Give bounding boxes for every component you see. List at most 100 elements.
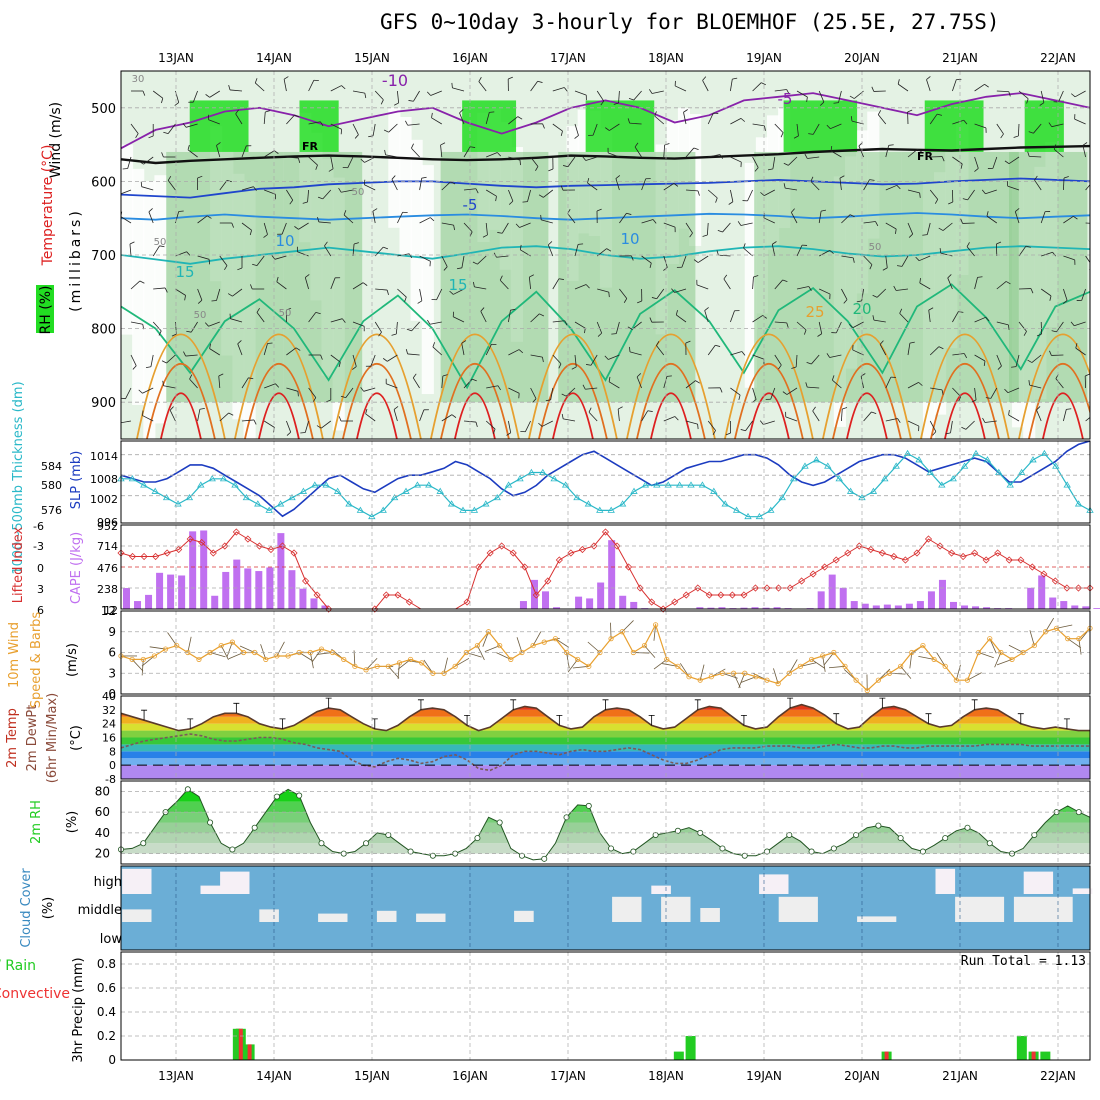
- rh-dry-band: [744, 162, 757, 388]
- wind-barb-flag: [938, 227, 944, 231]
- wind-barb-flag: [963, 353, 968, 359]
- wind-barb-flag: [919, 277, 921, 284]
- wind-barb: [896, 288, 909, 291]
- rh2m-point: [786, 831, 793, 838]
- wind-barb: [607, 152, 620, 158]
- wind-barb-flag: [324, 241, 328, 247]
- wind-barb-flag: [497, 232, 503, 234]
- wind-barb: [304, 420, 309, 433]
- wind-barb-flag: [649, 317, 653, 323]
- wind-barb-flag: [893, 285, 897, 291]
- rh2m-point: [429, 852, 436, 859]
- wind-barb-flag: [783, 183, 786, 189]
- wind-barb-flag: [294, 114, 300, 118]
- wind-barb: [413, 90, 420, 102]
- warm-isotherm-lobe: [1018, 333, 1090, 439]
- cloud-block-high: [935, 868, 956, 894]
- thickness-point: [573, 493, 581, 501]
- wind-barb: [676, 314, 687, 323]
- wind-barb: [453, 316, 465, 323]
- wind10-barb: [141, 659, 144, 676]
- x-tick-top: 21JAN: [942, 51, 978, 65]
- cloud-block-middle: [259, 909, 279, 922]
- wind-barb: [441, 255, 448, 267]
- wind-barb: [596, 321, 603, 334]
- wind-barb: [587, 182, 598, 191]
- wind-barb-flag: [517, 116, 523, 120]
- wind-barb: [352, 321, 365, 327]
- warm-isotherm-lobe: [342, 362, 412, 439]
- wind-barb: [974, 387, 977, 400]
- thickness-point: [311, 481, 319, 488]
- wind-barb: [330, 277, 336, 290]
- wind-barb: [431, 117, 443, 125]
- wind-barb-flag: [926, 76, 931, 80]
- wind-barb: [1018, 90, 1029, 100]
- contour-label: 10: [620, 230, 639, 248]
- wind10-point: [964, 677, 971, 683]
- wind-barb-flag: [451, 414, 457, 418]
- wind-barb-flag: [907, 109, 913, 113]
- thickness-point: [447, 500, 456, 507]
- wind-barb-flag: [404, 296, 407, 302]
- wind10-point: [1031, 642, 1037, 649]
- wind-barb: [747, 189, 753, 202]
- wind-barb: [796, 244, 803, 257]
- wind-barb-flag: [941, 156, 945, 162]
- temp-minmax-bar: [464, 714, 471, 726]
- wind-barb: [197, 215, 208, 224]
- wind-barb: [618, 90, 620, 103]
- wind-barb-flag: [981, 189, 986, 194]
- wind-barb: [485, 189, 497, 197]
- wind-barb: [617, 409, 620, 422]
- wind-barb-flag: [615, 175, 621, 179]
- wind-barb: [812, 410, 820, 422]
- wind10-barb: [226, 641, 233, 658]
- rh2m-tick-label: 60: [95, 805, 110, 819]
- x-tick-bottom: 19JAN: [746, 1069, 782, 1083]
- wind-barb-flag: [826, 124, 831, 129]
- cape-bar: [872, 605, 880, 609]
- wind-barb: [190, 321, 198, 333]
- li-tick-label: -3: [33, 540, 44, 553]
- wind-barb-flag: [1008, 324, 1010, 330]
- wind-barb: [681, 255, 687, 268]
- wind-barb: [1063, 409, 1067, 422]
- wind10-tick-label: 6: [108, 646, 116, 660]
- wind10-point: [174, 642, 180, 649]
- wind10-axis-label-b: Speed & Barbs: [29, 612, 44, 709]
- temp-minmax-bar: [833, 713, 840, 724]
- wind-barb: [286, 420, 292, 433]
- cape-bar: [156, 572, 164, 609]
- wind-barb-flag: [831, 375, 835, 381]
- temp-minmax-bar: [879, 697, 886, 709]
- wind-barb-flag: [495, 196, 497, 202]
- precip-total-bar: [1016, 1036, 1027, 1060]
- cloud-block-middle: [700, 908, 720, 922]
- lifted-index-point: [486, 549, 494, 557]
- warm-isotherm-lobe: [440, 362, 510, 439]
- wind-barb-flag: [1008, 409, 1010, 416]
- wind-barb: [530, 156, 539, 167]
- cape-bar: [762, 607, 770, 609]
- wind-barb-flag: [1066, 408, 1072, 410]
- thickness-point: [1040, 449, 1049, 457]
- wind-barb-flag: [451, 82, 453, 88]
- wind-barb: [216, 288, 221, 301]
- cape-bar: [718, 607, 726, 609]
- rh-moist-band: [754, 151, 902, 403]
- wind-barb-flag: [1071, 93, 1076, 98]
- wind-barb: [341, 189, 354, 193]
- wind10-point: [318, 646, 325, 652]
- wind-barb: [388, 123, 398, 133]
- precip-conv-bar: [247, 1044, 252, 1060]
- lifted-index-point: [763, 584, 771, 592]
- wind-barb: [796, 90, 808, 98]
- wind-barb: [364, 184, 376, 191]
- wind10-point: [686, 674, 692, 680]
- wind-barb-flag: [426, 91, 431, 96]
- wind-barb: [169, 410, 176, 422]
- rh2m-point: [674, 827, 681, 834]
- panel-frame-slp: [120, 440, 1091, 524]
- thickness-point: [322, 481, 330, 488]
